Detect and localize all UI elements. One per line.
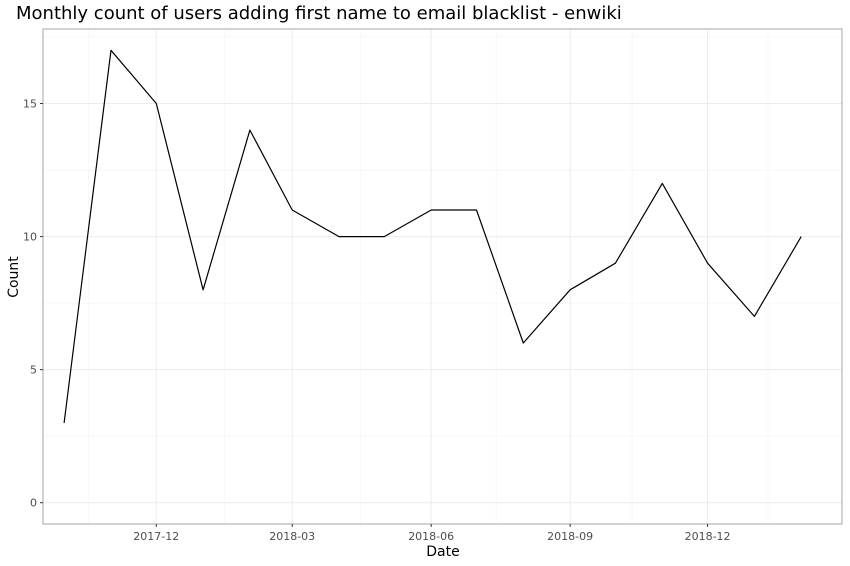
- x-axis-ticks: 2017-12 2018-03 2018-06 2018-09 2018-12: [133, 524, 731, 543]
- x-tick-label: 2018-03: [269, 530, 315, 543]
- chart-title: Monthly count of users adding first name…: [16, 3, 622, 24]
- y-tick-label: 0: [30, 497, 37, 510]
- y-axis-title: Count: [6, 256, 22, 298]
- major-gridlines: [43, 29, 842, 524]
- plot-panel: [42, 28, 843, 525]
- x-axis-title: Date: [426, 544, 459, 560]
- y-tick-label: 15: [23, 98, 37, 111]
- y-tick-label: 5: [30, 364, 37, 377]
- minor-gridlines: [43, 29, 842, 524]
- y-axis-ticks: 0 5 10 15: [23, 98, 43, 510]
- series-line: [63, 49, 802, 423]
- x-tick-label: 2018-06: [408, 530, 454, 543]
- y-tick-label: 10: [23, 231, 37, 244]
- x-tick-label: 2018-12: [685, 530, 731, 543]
- x-tick-label: 2017-12: [133, 530, 179, 543]
- x-tick-label: 2018-09: [547, 530, 593, 543]
